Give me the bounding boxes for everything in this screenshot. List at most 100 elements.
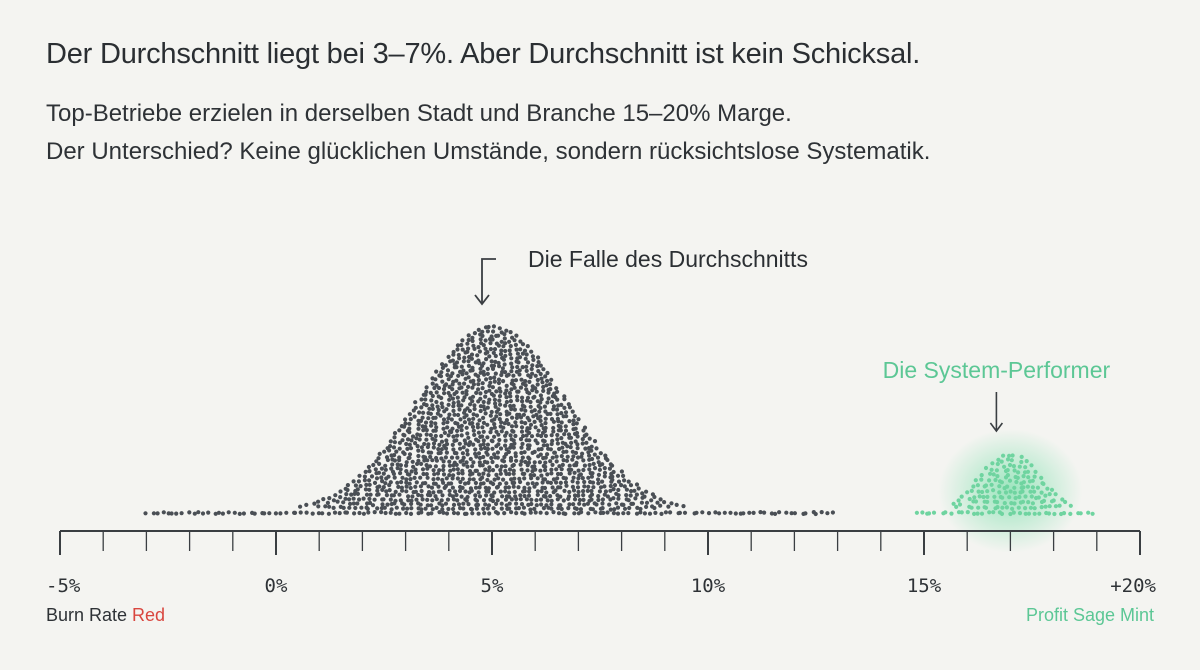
- data-dot: [475, 425, 480, 430]
- data-dot: [595, 455, 601, 460]
- data-dot: [496, 442, 501, 447]
- data-dot: [343, 496, 348, 501]
- data-dot: [500, 369, 505, 375]
- data-dot-performer: [1012, 501, 1017, 506]
- data-dot: [491, 363, 497, 368]
- data-dot: [640, 491, 645, 496]
- data-dot-performer: [992, 494, 997, 499]
- annotations: Die Falle des Durchschnitts Die System-Pe…: [474, 246, 1110, 433]
- data-dot: [461, 359, 466, 364]
- data-dot: [392, 475, 397, 480]
- data-dot: [554, 386, 559, 391]
- data-dot: [486, 324, 491, 330]
- data-dot: [487, 468, 492, 473]
- data-dot-performer: [993, 477, 998, 483]
- data-dot: [483, 411, 488, 416]
- data-dot-performer: [951, 501, 956, 506]
- data-dot-performer: [983, 465, 989, 471]
- data-dot-performer: [959, 494, 964, 499]
- data-dot: [470, 471, 475, 476]
- data-dot: [507, 348, 512, 353]
- data-dot: [578, 472, 584, 477]
- data-dot-performer: [981, 494, 986, 500]
- data-dot: [773, 511, 778, 516]
- data-dot: [619, 469, 625, 474]
- data-dot: [528, 510, 533, 515]
- data-dot: [622, 478, 627, 483]
- data-dot: [519, 450, 524, 455]
- data-dot: [325, 500, 330, 505]
- data-dot: [462, 381, 467, 386]
- data-dot: [580, 437, 585, 442]
- data-dot: [490, 498, 496, 504]
- data-dot-performer: [1005, 468, 1010, 473]
- data-dot: [508, 330, 513, 335]
- data-dot: [483, 394, 488, 399]
- data-dot: [413, 470, 418, 476]
- data-dot: [444, 442, 450, 447]
- data-dot: [492, 490, 497, 495]
- data-dot-performer: [957, 502, 963, 507]
- data-dot-performer: [1019, 454, 1024, 459]
- data-dot: [497, 417, 502, 422]
- data-dot: [549, 441, 554, 447]
- data-dot: [517, 476, 522, 481]
- data-dot: [524, 352, 529, 357]
- data-dot: [464, 392, 469, 397]
- data-dot: [380, 502, 385, 507]
- data-dot: [517, 368, 522, 373]
- data-dot: [459, 403, 464, 408]
- data-dot: [486, 503, 492, 508]
- data-dot: [555, 432, 560, 438]
- data-dot: [447, 397, 452, 402]
- data-dot: [326, 511, 331, 516]
- data-dot: [273, 511, 278, 516]
- data-dot: [423, 397, 428, 402]
- data-dot: [405, 437, 411, 442]
- data-dot: [407, 481, 412, 486]
- data-dot: [498, 412, 503, 417]
- data-dot: [545, 472, 550, 477]
- data-dot: [475, 502, 481, 507]
- data-dot: [471, 343, 476, 348]
- data-dot: [496, 432, 501, 437]
- data-dot: [540, 380, 545, 385]
- data-dot: [457, 441, 462, 446]
- data-dot: [351, 496, 356, 501]
- data-dot: [435, 476, 441, 481]
- data-dot: [597, 467, 603, 472]
- data-dot: [456, 412, 461, 418]
- data-dot: [501, 477, 506, 482]
- data-dot-performer: [1068, 503, 1073, 508]
- data-dot: [436, 447, 441, 452]
- data-dot: [504, 328, 509, 333]
- data-dot: [424, 472, 429, 477]
- data-dot-performer: [1017, 510, 1023, 516]
- data-dot: [434, 455, 439, 461]
- data-dot: [510, 378, 515, 383]
- data-dot: [580, 476, 585, 481]
- data-dot: [563, 410, 569, 415]
- data-dot: [397, 440, 402, 445]
- data-dot: [558, 428, 564, 433]
- data-dot: [368, 492, 373, 497]
- data-dot: [518, 497, 523, 502]
- data-dot-performer: [1043, 504, 1048, 509]
- data-dot-performer: [1000, 495, 1005, 500]
- data-dot: [457, 356, 462, 361]
- data-dot: [517, 355, 523, 360]
- data-dot: [449, 455, 455, 460]
- data-dot: [541, 443, 546, 448]
- data-dot: [471, 428, 476, 433]
- data-dot: [492, 425, 497, 430]
- data-dot: [507, 494, 512, 499]
- data-dot: [540, 480, 545, 485]
- data-dot: [408, 477, 413, 482]
- tick-label: +20%: [1110, 575, 1156, 597]
- data-dot: [554, 459, 559, 464]
- data-dot: [495, 484, 500, 489]
- data-dot: [506, 372, 511, 377]
- data-dot: [419, 397, 424, 402]
- data-dot: [425, 466, 430, 471]
- data-dot: [477, 494, 483, 499]
